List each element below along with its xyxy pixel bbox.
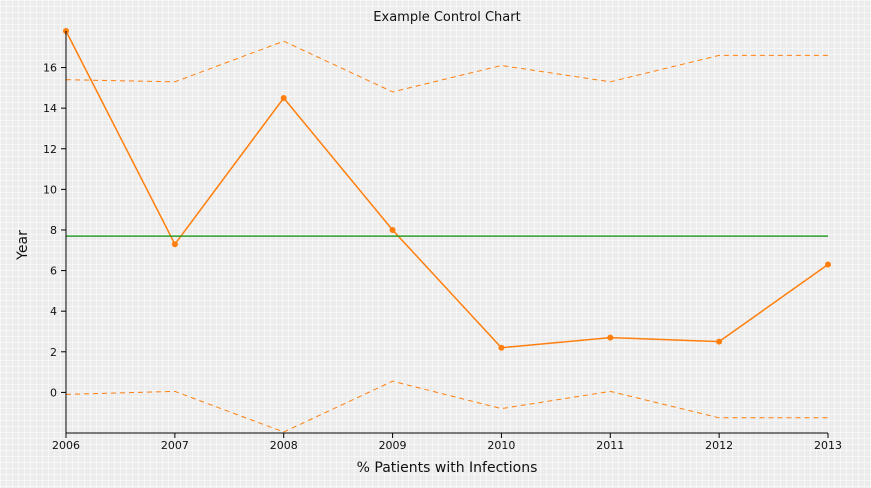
y-axis: 0 2 4 6 8 10 12 14 16 bbox=[43, 31, 67, 433]
data-point-2012 bbox=[716, 338, 723, 345]
y-axis-label: Year bbox=[15, 230, 31, 261]
y-tick-label: 4 bbox=[50, 305, 57, 318]
x-tick-label: 2009 bbox=[379, 439, 407, 452]
data-point-2009 bbox=[389, 227, 396, 233]
data-line bbox=[65, 30, 829, 349]
y-tick-label: 14 bbox=[43, 102, 57, 115]
data-point-2013 bbox=[825, 261, 831, 268]
x-tick-label: 2013 bbox=[814, 439, 842, 452]
x-tick-label: 2012 bbox=[705, 439, 733, 452]
data-point-2008 bbox=[280, 95, 287, 101]
data-point-2007 bbox=[171, 241, 178, 248]
x-axis: 2006 2007 2008 2009 2010 2011 2012 2013 bbox=[52, 432, 842, 452]
y-tick-label: 10 bbox=[43, 183, 57, 196]
data-point-2011 bbox=[607, 334, 614, 341]
x-tick-label: 2008 bbox=[270, 439, 298, 452]
y-tick-label: 16 bbox=[43, 62, 57, 75]
lower-control-limit-line bbox=[65, 380, 828, 433]
data-points bbox=[63, 28, 831, 351]
x-tick-label: 2007 bbox=[161, 439, 189, 452]
x-axis-label: % Patients with Infections bbox=[357, 460, 538, 476]
series-lines bbox=[65, 30, 829, 433]
y-tick-label: 8 bbox=[50, 224, 57, 237]
y-tick-label: 6 bbox=[50, 265, 57, 278]
chart-title: Example Control Chart bbox=[373, 10, 520, 25]
data-point-2010 bbox=[498, 344, 505, 351]
x-tick-label: 2006 bbox=[52, 439, 80, 452]
y-tick-label: 0 bbox=[50, 386, 57, 399]
x-tick-label: 2011 bbox=[596, 439, 624, 452]
x-tick-label: 2010 bbox=[487, 439, 515, 452]
upper-control-limit-line bbox=[65, 40, 828, 93]
y-tick-label: 2 bbox=[50, 346, 57, 359]
y-tick-label: 12 bbox=[43, 143, 57, 156]
